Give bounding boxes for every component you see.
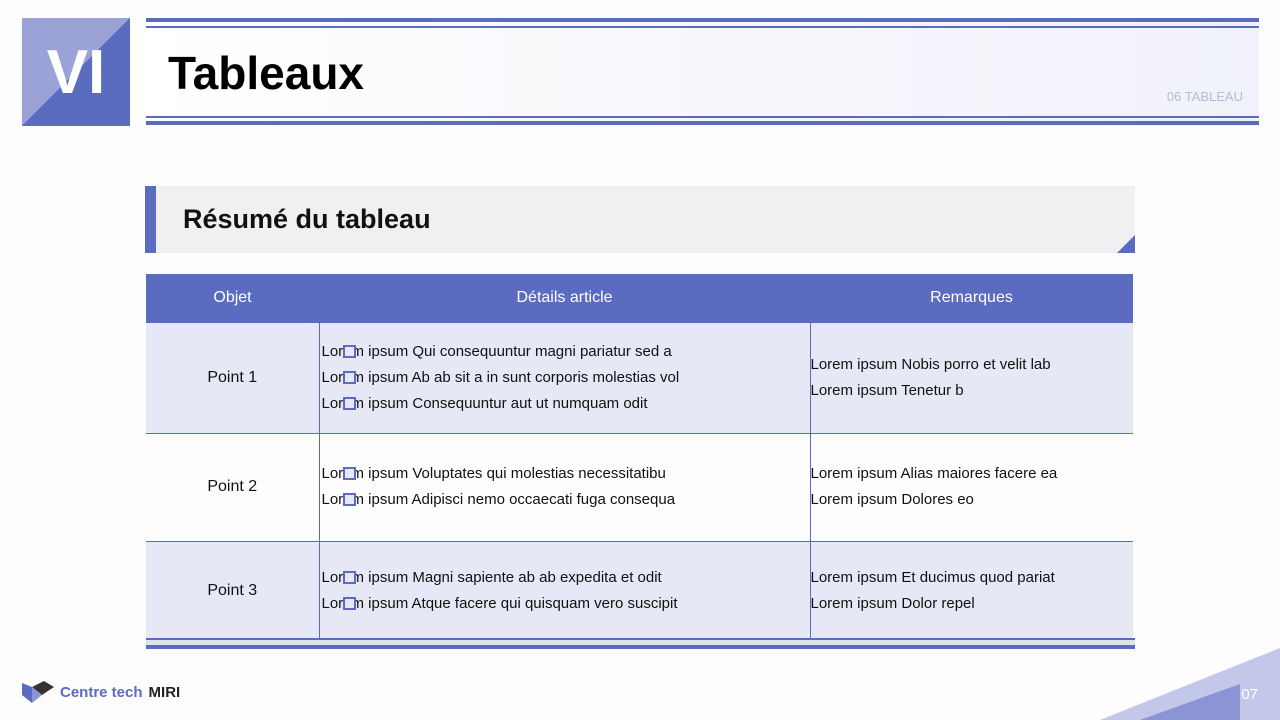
object-cell: Point 3 <box>146 540 320 641</box>
table-row: Point 2 Lorem ipsum Voluptates qui molest… <box>146 432 1133 541</box>
detail-line: Lorem ipsum Adipisci nemo occaecati fuga… <box>322 487 810 513</box>
detail-line: Lorem ipsum Consequuntur aut ut numquam … <box>322 391 810 417</box>
header: Tableaux 06 TABLEAU <box>146 18 1259 126</box>
page-number: 07 <box>1241 686 1258 703</box>
remarks-cell: Lorem ipsum Et ducimus quod pariat Lorem … <box>810 540 1133 641</box>
detail-text: Lorem ipsum Atque facere qui quisquam ve… <box>321 595 678 613</box>
checkbox-icon <box>342 396 356 410</box>
checkbox-icon <box>342 467 356 480</box>
object-cell: Point 2 <box>146 432 320 541</box>
detail-text: Lorem ipsum Ab ab sit a in sunt corporis… <box>321 368 680 386</box>
details-cell: Lorem ipsum Voluptates qui molestias nec… <box>319 432 811 541</box>
brand-suffix: MIRI <box>148 683 181 701</box>
section-label: 06 TABLEAU <box>1166 89 1243 104</box>
checkbox-icon <box>342 597 356 611</box>
detail-text: Lorem ipsum Magni sapiente ab ab expedit… <box>321 569 662 587</box>
brand-name: Centre tech <box>60 683 143 701</box>
remark-line: Lorem ipsum Dolor repel <box>810 595 975 613</box>
detail-line: Lorem ipsum Ab ab sit a in sunt corporis… <box>322 365 810 391</box>
object-label: Point 1 <box>207 368 258 386</box>
detail-line: Lorem ipsum Magni sapiente ab ab expedit… <box>322 565 810 591</box>
footer-logo: Centre tech MIRI <box>22 681 180 703</box>
checkbox-icon <box>342 571 356 585</box>
details-cell: Lorem ipsum Qui consequuntur magni paria… <box>319 321 811 433</box>
subtitle: Résumé du tableau <box>183 204 431 234</box>
object-cell: Point 1 <box>146 321 320 433</box>
page-title: Tableaux <box>168 47 364 99</box>
remark-line: Lorem ipsum Alias maiores facere ea <box>810 465 1058 482</box>
chapter-badge: VI <box>22 18 130 126</box>
detail-line: Lorem ipsum Qui consequuntur magni paria… <box>322 339 810 365</box>
summary-table: Objet Détails article Remarques Point 1 L… <box>146 274 1133 641</box>
remarks-cell: Lorem ipsum Nobis porro et velit lab Lore… <box>810 321 1133 433</box>
column-header: Objet <box>146 274 319 322</box>
checkbox-icon <box>342 370 356 384</box>
column-header: Remarques <box>810 274 1133 322</box>
detail-line: Lorem ipsum Atque facere qui quisquam ve… <box>322 591 810 617</box>
checkbox-icon <box>342 493 356 506</box>
divider <box>146 116 1259 118</box>
remark-line: Lorem ipsum Dolores eo <box>810 491 974 508</box>
detail-text: Lorem ipsum Adipisci nemo occaecati fuga… <box>321 491 676 508</box>
remarks-cell: Lorem ipsum Alias maiores facere ea Lorem… <box>810 432 1133 541</box>
table-row: Point 1 Lorem ipsum Qui consequuntur magn… <box>146 321 1133 433</box>
detail-text: Lorem ipsum Voluptates qui molestias nec… <box>321 465 666 482</box>
object-label: Point 3 <box>207 582 258 600</box>
detail-text: Lorem ipsum Qui consequuntur magni paria… <box>321 342 672 360</box>
divider <box>146 18 1259 22</box>
divider <box>146 26 1259 28</box>
corner-decoration <box>1117 235 1135 253</box>
logo-icon <box>22 681 54 703</box>
remark-line: Lorem ipsum Et ducimus quod pariat <box>810 569 1055 587</box>
remark-line: Lorem ipsum Nobis porro et velit lab <box>810 355 1051 373</box>
divider <box>146 121 1259 125</box>
column-header: Détails article <box>319 274 810 322</box>
detail-line: Lorem ipsum Voluptates qui molestias nec… <box>322 461 810 487</box>
subtitle-bar: Résumé du tableau <box>145 186 1135 253</box>
table-bottom-border <box>146 638 1135 649</box>
object-label: Point 2 <box>207 478 258 495</box>
detail-text: Lorem ipsum Consequuntur aut ut numquam … <box>321 394 648 412</box>
table-row: Point 3 Lorem ipsum Magni sapiente ab ab … <box>146 540 1133 641</box>
details-cell: Lorem ipsum Magni sapiente ab ab expedit… <box>319 540 811 641</box>
remark-line: Lorem ipsum Tenetur b <box>810 381 964 399</box>
corner-decoration <box>1140 684 1240 720</box>
checkbox-icon <box>342 344 356 358</box>
